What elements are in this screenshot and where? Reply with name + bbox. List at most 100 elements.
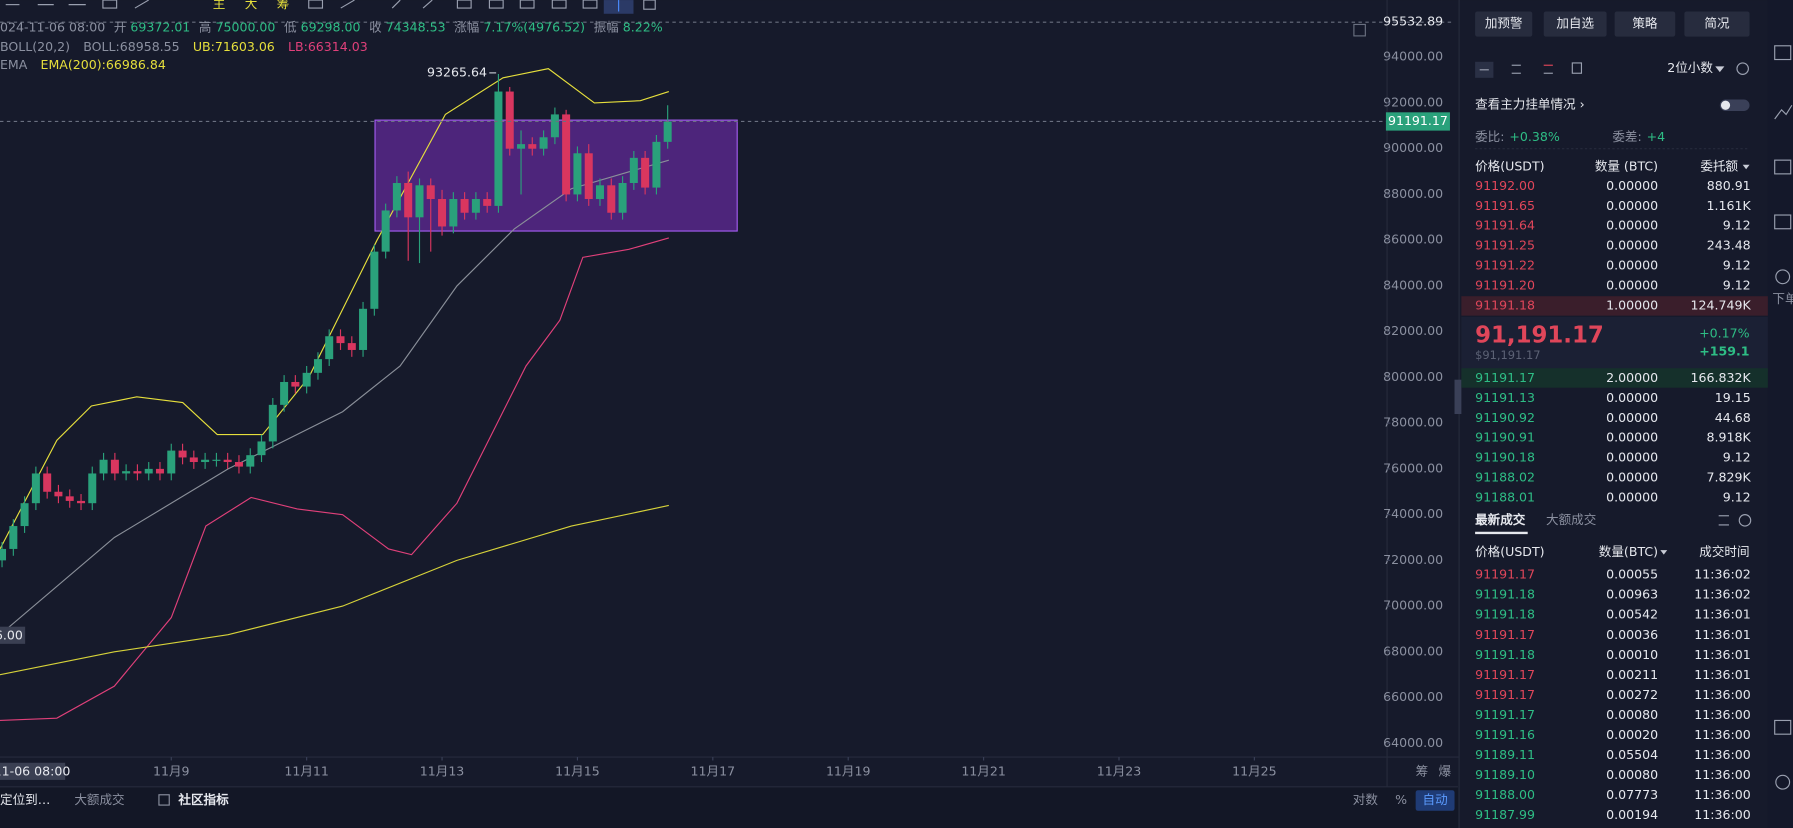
side-icon[interactable] xyxy=(1774,104,1793,120)
candle-body xyxy=(268,404,277,442)
candle-body xyxy=(122,471,131,474)
row-qty: 0.00963 xyxy=(1606,587,1658,602)
legend-value: BOLL:68958.55 xyxy=(83,38,179,53)
tool-icon[interactable] xyxy=(391,0,401,9)
tool-icon[interactable] xyxy=(308,0,324,9)
row-price: 91192.00 xyxy=(1475,178,1535,193)
axis-option[interactable]: 对数 xyxy=(1353,792,1379,807)
candle-body xyxy=(144,468,153,474)
row-qty: 0.00000 xyxy=(1606,178,1658,193)
row-price: 91191.18 xyxy=(1475,607,1535,622)
crosshair-y-box xyxy=(0,626,26,644)
tool-icon[interactable] xyxy=(134,0,149,9)
x-tick-label: 11月13 xyxy=(420,763,465,778)
boll-legend: BOLL(20,2) BOLL:68958.55 UB:71603.06 LB:… xyxy=(0,38,368,53)
x-tick-label: 11月23 xyxy=(1097,763,1142,778)
legend-value: 69372.01 xyxy=(130,19,190,34)
tool-char[interactable]: 大 xyxy=(245,0,258,11)
row-value: 7.829K xyxy=(1706,470,1751,485)
tool-char[interactable]: 筹 xyxy=(277,0,290,11)
tool-icon[interactable] xyxy=(488,0,504,9)
tool-icon[interactable] xyxy=(582,0,598,9)
settings-icon[interactable] xyxy=(1736,62,1749,75)
axis-button[interactable]: 筹 xyxy=(1416,763,1429,778)
bottom-tab[interactable]: 大额成交 xyxy=(74,792,125,807)
precision-select[interactable]: 2位小数 xyxy=(1667,60,1713,75)
legend-text: BOLL(20,2) xyxy=(0,38,70,53)
axis-option[interactable]: 自动 xyxy=(1423,792,1448,807)
button[interactable]: 加预警 xyxy=(1485,16,1523,31)
tool-icon[interactable] xyxy=(643,0,656,10)
tool-icon[interactable] xyxy=(340,0,355,9)
row-value: 11:36:00 xyxy=(1694,787,1750,802)
candle-body xyxy=(99,459,108,474)
ratio-label: 委比: xyxy=(1475,129,1504,144)
candle-body xyxy=(607,185,616,213)
side-icon[interactable] xyxy=(1774,45,1792,61)
candle-body xyxy=(291,381,300,387)
candle-body xyxy=(641,157,650,188)
tab[interactable]: 大额成交 xyxy=(1546,512,1597,527)
side-icon[interactable] xyxy=(1775,269,1791,285)
candle-body xyxy=(404,183,413,218)
collapse-handle[interactable] xyxy=(1454,379,1462,414)
row-value: 11:36:01 xyxy=(1694,647,1750,662)
candle-body xyxy=(280,381,289,405)
col-header[interactable]: 委托额 xyxy=(1700,159,1738,174)
panel-icons xyxy=(1475,45,1793,790)
tool-icon[interactable] xyxy=(102,0,118,9)
row-price: 91191.18 xyxy=(1475,587,1535,602)
row-price: 91191.17 xyxy=(1475,687,1535,702)
legend-value: EMA(200):66986.84 xyxy=(41,57,166,72)
tool-char[interactable]: 主 xyxy=(213,0,226,11)
candle-body xyxy=(584,153,593,200)
axis-option[interactable]: % xyxy=(1395,792,1407,807)
candle-body xyxy=(460,199,469,213)
price-label: 95532.89 xyxy=(1383,14,1443,29)
tool-icon[interactable] xyxy=(551,0,567,9)
chart-area: 64000.00 66000.00 68000.00 70000.00 72000.00… xyxy=(0,0,1460,787)
row-qty: 0.00000 xyxy=(1606,430,1658,445)
legend-text: 低 xyxy=(284,19,297,34)
row-price: 91187.99 xyxy=(1475,807,1535,822)
side-icon[interactable] xyxy=(1775,774,1791,790)
settings-icon[interactable] xyxy=(1738,514,1752,527)
candle-body xyxy=(370,251,379,309)
tool-icon[interactable] xyxy=(422,0,433,9)
button[interactable]: 加自选 xyxy=(1556,16,1594,31)
mid-change: +159.1 xyxy=(1699,344,1749,359)
side-label[interactable]: 下单 xyxy=(1772,291,1793,306)
axis-option-bg xyxy=(1415,790,1455,811)
row-price: 91188.01 xyxy=(1475,489,1535,504)
add-icon[interactable] xyxy=(1353,23,1366,37)
candle-body xyxy=(212,459,221,461)
bottom-tab[interactable]: 社区指标 xyxy=(177,792,229,807)
candle-body xyxy=(20,503,29,527)
row-value: 11:36:02 xyxy=(1694,587,1750,602)
side-icon[interactable] xyxy=(1774,214,1792,230)
bottom-tab[interactable]: 定位到… xyxy=(0,792,50,807)
legend-text: 涨幅 xyxy=(454,19,479,34)
axis-button[interactable]: 爆 xyxy=(1439,763,1452,778)
depth-link[interactable]: 查看主力挂单情况 › xyxy=(1475,97,1585,112)
y-tick-label: 70000.00 xyxy=(1383,598,1443,613)
side-icon[interactable] xyxy=(1774,159,1792,175)
tool-icon[interactable] xyxy=(456,0,472,9)
y-tick-label: 80000.00 xyxy=(1383,369,1443,384)
side-icon[interactable] xyxy=(1774,719,1792,735)
tool-icon[interactable] xyxy=(519,0,535,9)
candle-body xyxy=(234,462,243,467)
tab-active[interactable]: 最新成交 xyxy=(1475,512,1526,527)
col-header[interactable]: 数量(BTC) xyxy=(1599,544,1658,559)
candle-body xyxy=(223,459,232,463)
candle-body xyxy=(550,114,559,138)
button[interactable]: 简况 xyxy=(1704,16,1730,31)
row-value: 11:36:00 xyxy=(1694,727,1750,742)
row-qty: 0.00000 xyxy=(1606,218,1658,233)
button[interactable]: 策略 xyxy=(1632,16,1658,31)
legend-value: 69298.00 xyxy=(301,19,361,34)
candle-body xyxy=(313,359,322,373)
row-qty: 0.00194 xyxy=(1606,807,1658,822)
icon[interactable] xyxy=(1571,62,1583,74)
candle-body xyxy=(167,450,176,474)
